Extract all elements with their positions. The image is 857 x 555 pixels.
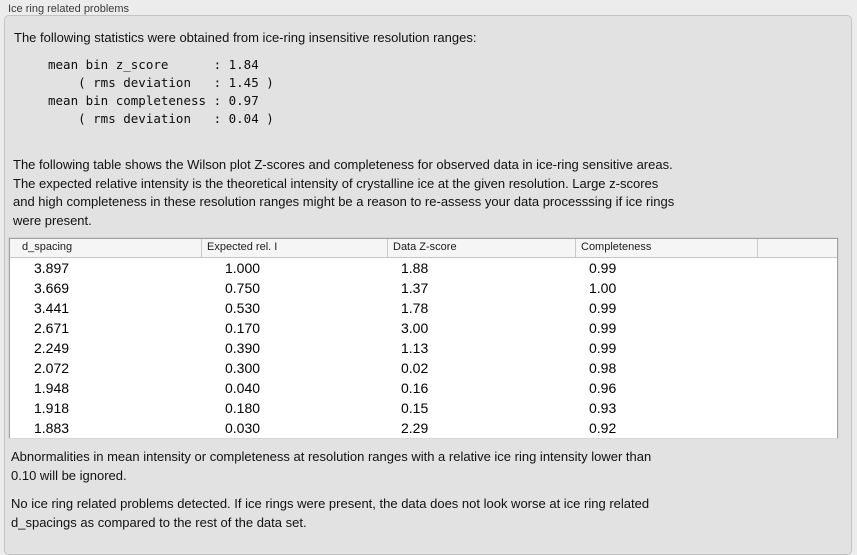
table-row[interactable]: 3.441 0.530 1.78 0.99 — [10, 298, 837, 318]
table-cell: 2.072 — [34, 360, 70, 376]
table-cell: 0.750 — [225, 280, 261, 296]
table-cell: 1.00 — [589, 280, 617, 296]
table-cell: 0.98 — [589, 360, 617, 376]
table-cell: 2.29 — [401, 420, 429, 436]
table-cell: 0.93 — [589, 400, 617, 416]
table-row[interactable]: 3.897 1.000 1.88 0.99 — [10, 258, 837, 278]
table-cell: 1.948 — [34, 380, 70, 396]
table-row[interactable]: 1.883 0.030 2.29 0.92 — [10, 418, 837, 438]
table-row[interactable]: 1.918 0.180 0.15 0.93 — [10, 398, 837, 418]
note-result-text: No ice ring related problems detected. I… — [11, 496, 650, 530]
panel-title: Ice ring related problems — [8, 3, 130, 15]
column-header-completeness[interactable]: Completeness — [575, 239, 757, 257]
note-ignore-text: Abnormalities in mean intensity or compl… — [11, 449, 652, 483]
table-cell: 0.040 — [225, 380, 261, 396]
table-cell: 1.88 — [401, 260, 429, 276]
table-row[interactable]: 2.249 0.390 1.13 0.99 — [10, 338, 837, 358]
table-cell: 2.249 — [34, 340, 70, 356]
table-cell: 3.669 — [34, 280, 70, 296]
stats-block-text: mean bin z_score : 1.84 ( rms deviation … — [48, 57, 274, 126]
table-header-row: d_spacing Expected rel. I Data Z-score C… — [10, 239, 837, 258]
table-cell: 3.897 — [34, 260, 70, 276]
table-cell: 0.99 — [589, 260, 617, 276]
table-cell: 0.030 — [225, 420, 261, 436]
table-cell: 0.530 — [225, 300, 261, 316]
table-row[interactable]: 3.669 0.750 1.37 1.00 — [10, 278, 837, 298]
table-cell: 0.99 — [589, 340, 617, 356]
table-row[interactable]: 1.948 0.040 0.16 0.96 — [10, 378, 837, 398]
column-header-empty — [757, 239, 837, 257]
table-cell: 0.96 — [589, 380, 617, 396]
table-cell: 0.300 — [225, 360, 261, 376]
table-cell: 1.000 — [225, 260, 261, 276]
table-intro-text: The following table shows the Wilson plo… — [13, 157, 675, 228]
table-body: 3.897 1.000 1.88 0.99 3.669 0.750 1.37 1.00 3.44… — [10, 258, 837, 438]
table-cell: 1.78 — [401, 300, 429, 316]
table-cell: 1.883 — [34, 420, 70, 436]
table-cell: 0.16 — [401, 380, 429, 396]
column-header-d-spacing[interactable]: d_spacing — [22, 241, 73, 253]
table-cell: 3.00 — [401, 320, 429, 336]
ice-ring-panel: { "panel": { "title": "Ice ring related … — [4, 3, 852, 555]
table-cell: 0.15 — [401, 400, 429, 416]
table-cell: 3.441 — [34, 300, 70, 316]
table-cell: 0.99 — [589, 320, 617, 336]
ice-ring-table: d_spacing Expected rel. I Data Z-score C… — [9, 238, 838, 438]
table-cell: 0.180 — [225, 400, 261, 416]
table-cell: 0.92 — [589, 420, 617, 436]
table-cell: 0.02 — [401, 360, 429, 376]
table-row[interactable]: 2.671 0.170 3.00 0.99 — [10, 318, 837, 338]
column-header-data-z-score[interactable]: Data Z-score — [387, 239, 575, 257]
table-cell: 2.671 — [34, 320, 70, 336]
table-cell: 1.37 — [401, 280, 429, 296]
table-cell: 1.13 — [401, 340, 429, 356]
table-cell: 1.918 — [34, 400, 70, 416]
table-cell: 0.99 — [589, 300, 617, 316]
table-cell: 0.170 — [225, 320, 261, 336]
column-header-expected-rel-i[interactable]: Expected rel. I — [201, 239, 387, 257]
table-cell: 0.390 — [225, 340, 261, 356]
stats-intro-text: The following statistics were obtained f… — [14, 30, 477, 45]
table-row[interactable]: 2.072 0.300 0.02 0.98 — [10, 358, 837, 378]
